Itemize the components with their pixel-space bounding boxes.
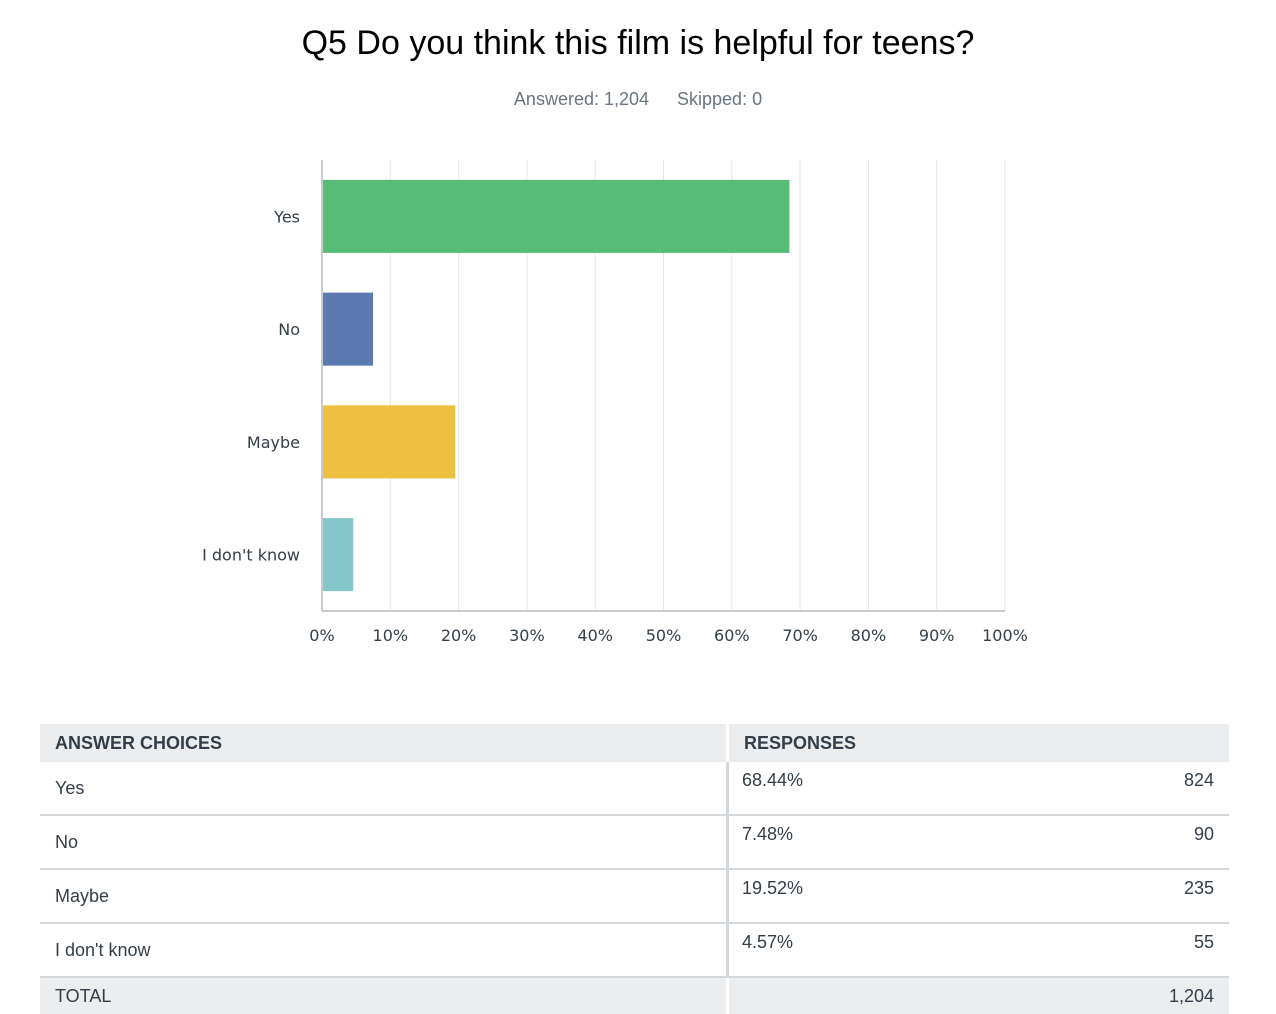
table-row: No 7.48% 90 — [40, 815, 1229, 870]
bar-yes — [323, 179, 790, 253]
x-tick-label: 90% — [919, 626, 955, 645]
x-tick-label: 100% — [982, 626, 1028, 645]
table-header-row: ANSWER CHOICES RESPONSES — [40, 724, 1229, 762]
row-choice: No — [40, 815, 728, 870]
row-responses: 19.52% 235 — [726, 869, 1229, 924]
row-count: 824 — [1183, 770, 1214, 790]
row-choice: Maybe — [40, 869, 728, 924]
x-tick-label: 80% — [851, 626, 887, 645]
x-tick-label: 60% — [714, 626, 750, 645]
row-responses: 4.57% 55 — [726, 923, 1229, 978]
x-tick-label: 50% — [646, 626, 682, 645]
row-percent: 19.52% — [742, 878, 804, 898]
bar-no — [323, 292, 374, 366]
x-tick-label: 40% — [577, 626, 613, 645]
category-label: Yes — [273, 207, 300, 226]
bar-i-don-t-know — [323, 518, 354, 592]
row-choice: Yes — [40, 762, 728, 816]
row-responses: 68.44% 824 — [726, 762, 1229, 816]
x-tick-label: 10% — [373, 626, 409, 645]
answer-choices-header: ANSWER CHOICES — [40, 724, 728, 762]
row-count: 90 — [1193, 824, 1214, 844]
answered-count: Answered: 1,204 — [513, 89, 650, 109]
x-tick-label: 30% — [509, 626, 545, 645]
category-label: No — [278, 320, 300, 339]
row-percent: 4.57% — [742, 932, 794, 952]
category-label: I don't know — [202, 546, 300, 565]
response-summary: Answered: 1,204 Skipped: 0 — [0, 89, 1276, 110]
row-percent: 7.48% — [742, 824, 794, 844]
question-title: Q5 Do you think this film is helpful for… — [301, 24, 975, 62]
total-label: TOTAL — [40, 977, 728, 1014]
table-row: Yes 68.44% 824 — [40, 762, 1229, 816]
row-responses: 7.48% 90 — [726, 815, 1229, 870]
x-tick-label: 70% — [782, 626, 818, 645]
row-count: 55 — [1193, 932, 1214, 952]
total-row: TOTAL 1,204 — [40, 977, 1229, 1014]
row-choice: I don't know — [40, 923, 728, 978]
category-label: Maybe — [247, 433, 300, 452]
total-count: 1,204 — [726, 977, 1229, 1014]
skipped-count: Skipped: 0 — [677, 89, 763, 109]
bar-chart: 0% 10% 20% 30% 40% 50% 60% 70% 80% 90% 100% Yes No Ma… — [202, 160, 1028, 645]
row-count: 235 — [1183, 878, 1214, 898]
responses-header: RESPONSES — [726, 724, 1229, 762]
row-percent: 68.44% — [742, 770, 804, 790]
x-tick-label: 0% — [309, 626, 334, 645]
bar-maybe — [323, 405, 456, 479]
responses-table: ANSWER CHOICES RESPONSES Yes 68.44% 824 … — [40, 724, 1229, 1014]
x-tick-label: 20% — [441, 626, 477, 645]
table-row: I don't know 4.57% 55 — [40, 923, 1229, 978]
table-row: Maybe 19.52% 235 — [40, 869, 1229, 924]
